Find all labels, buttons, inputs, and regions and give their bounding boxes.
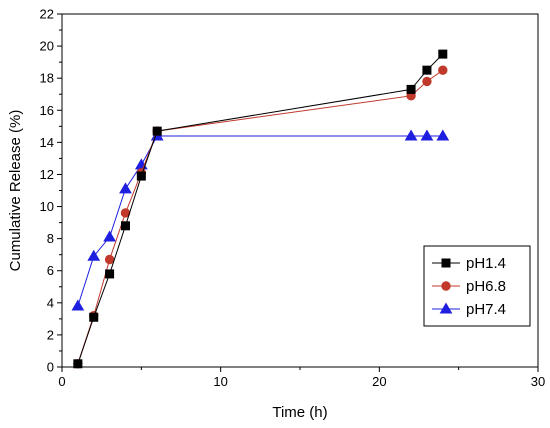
data-point-pH1.4 <box>105 269 115 279</box>
legend: pH1.4 pH6.8 pH7.4 <box>423 245 531 327</box>
data-point-pH7.4 <box>404 129 418 141</box>
y-tick-label: 18 <box>40 71 54 86</box>
y-tick-label: 8 <box>47 231 54 246</box>
y-tick-label: 2 <box>47 327 54 342</box>
series-line-pH7.4 <box>77 135 443 307</box>
y-tick-label: 4 <box>47 295 54 310</box>
y-tick-label: 20 <box>40 39 54 54</box>
x-axis-title: Time (h) <box>272 404 327 421</box>
plot-area <box>71 49 450 369</box>
data-point-pH1.4 <box>152 126 162 136</box>
data-point-pH7.4 <box>103 230 116 242</box>
data-point-pH6.8 <box>422 76 432 87</box>
data-point-pH7.4 <box>119 182 132 194</box>
x-tick-label: 0 <box>58 374 65 389</box>
legend-label: pH7.4 <box>466 301 506 318</box>
data-point-pH1.4 <box>406 84 416 94</box>
y-tick-label: 10 <box>40 199 54 214</box>
data-point-pH1.4 <box>120 221 130 231</box>
legend-label: pH6.8 <box>466 278 506 295</box>
series-line-pH1.4 <box>77 53 444 364</box>
data-point-pH1.4 <box>438 49 448 59</box>
y-tick-label: 22 <box>40 7 54 22</box>
data-point-pH7.4 <box>71 299 85 311</box>
y-tick-label: 14 <box>40 135 54 150</box>
x-tick-label: 30 <box>531 374 545 389</box>
data-point-pH7.4 <box>420 129 434 141</box>
data-point-pH1.4 <box>73 359 83 369</box>
data-point-pH7.4 <box>87 249 101 261</box>
data-point-pH1.4 <box>136 171 146 181</box>
axes: 0 10 20 30 0 2 4 6 8 10 12 14 16 18 20 22 <box>40 7 546 390</box>
y-tick-label: 6 <box>47 263 54 278</box>
y-axis-title: Cumulative Release (%) <box>7 110 24 272</box>
legend-label: pH1.4 <box>466 255 506 272</box>
x-tick-label: 10 <box>213 374 227 389</box>
data-point-pH1.4 <box>89 312 99 322</box>
data-point-pH6.8 <box>104 254 115 265</box>
legend-marker <box>441 281 451 291</box>
data-point-pH6.8 <box>438 65 448 75</box>
data-point-pH7.4 <box>436 129 450 141</box>
legend-marker <box>439 302 453 314</box>
y-tick-label: 12 <box>40 167 54 182</box>
legend-marker <box>441 258 451 268</box>
data-point-pH1.4 <box>422 65 432 75</box>
x-tick-label: 20 <box>372 374 386 389</box>
y-tick-label: 0 <box>47 360 54 375</box>
y-tick-label: 16 <box>40 103 54 118</box>
